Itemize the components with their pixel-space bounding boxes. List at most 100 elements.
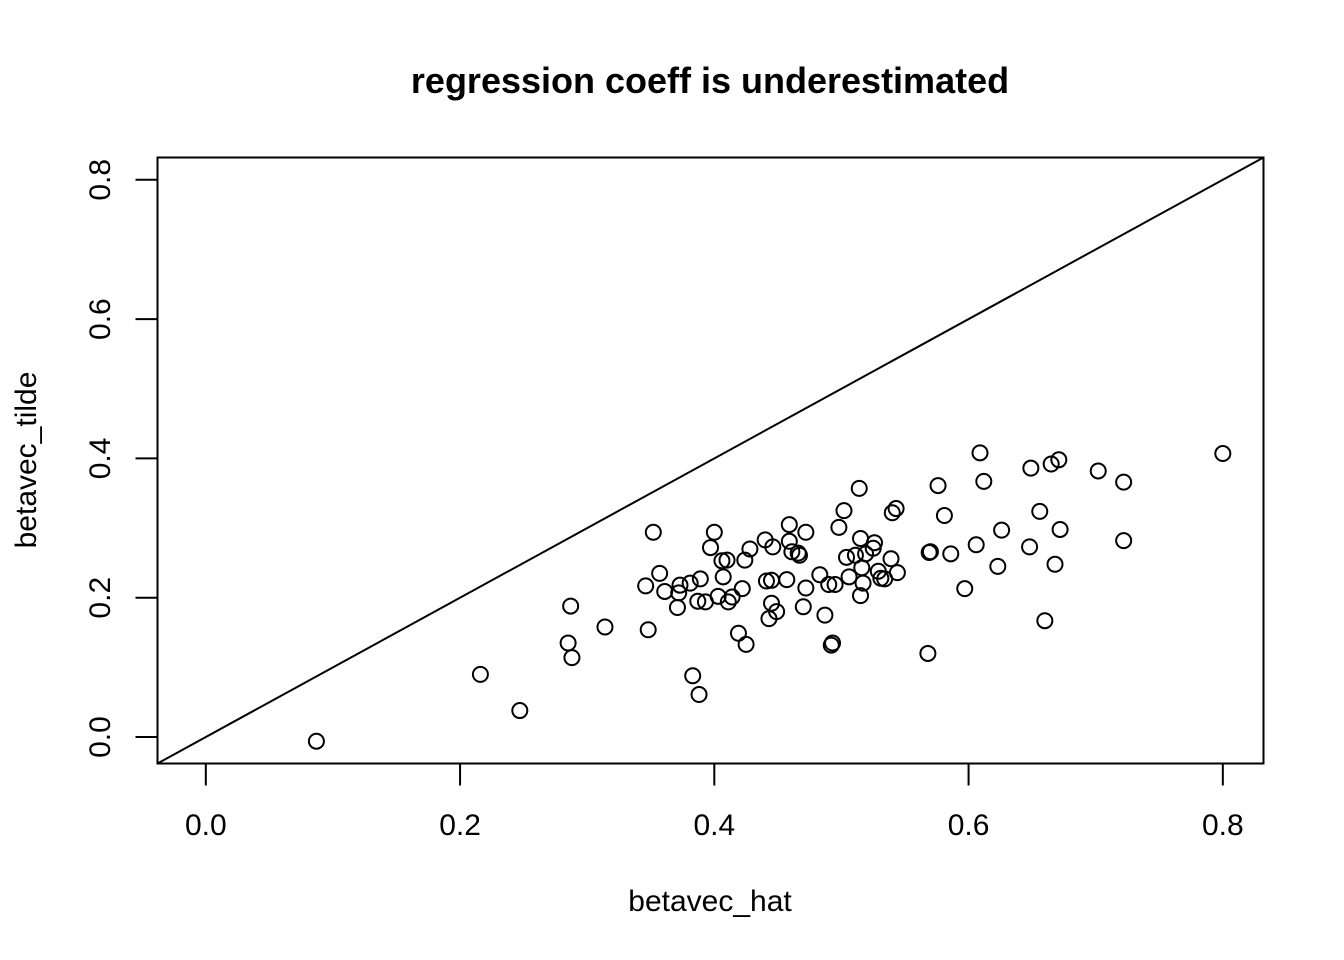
- data-point: [684, 667, 702, 685]
- data-point: [919, 644, 937, 662]
- data-point: [511, 702, 529, 720]
- data-point: [1214, 445, 1232, 463]
- data-point: [737, 635, 755, 653]
- data-point: [830, 518, 848, 536]
- data-point: [1036, 612, 1054, 630]
- data-point: [888, 564, 906, 582]
- y-axis: 0.0 0.2 0.4 0.6 0.8: [84, 159, 159, 758]
- data-point: [989, 557, 1007, 575]
- data-point: [887, 500, 905, 518]
- data-point: [824, 634, 842, 652]
- data-point: [1031, 502, 1049, 520]
- data-point: [671, 576, 689, 594]
- data-point: [719, 593, 737, 611]
- data-point: [668, 598, 686, 616]
- data-point: [736, 551, 754, 569]
- data-point: [852, 587, 870, 605]
- data-point: [852, 530, 870, 548]
- data-point: [835, 502, 853, 520]
- data-point: [562, 597, 580, 615]
- data-point: [656, 582, 674, 600]
- data-point: [883, 504, 901, 522]
- data-point: [691, 570, 709, 588]
- data-point: [763, 594, 781, 612]
- data-point: [797, 579, 815, 597]
- data-point: [780, 516, 798, 534]
- data-point: [764, 538, 782, 556]
- data-point: [1022, 459, 1040, 477]
- x-axis-label: betavec_hat: [628, 885, 792, 918]
- data-point: [651, 564, 669, 582]
- data-point: [921, 543, 939, 561]
- data-point: [1115, 532, 1133, 550]
- data-point: [942, 545, 960, 563]
- data-point: [854, 574, 872, 592]
- data-point: [882, 550, 900, 568]
- y-axis-label: betavec_tilde: [10, 372, 43, 549]
- data-point: [733, 580, 751, 598]
- data-point: [307, 732, 325, 750]
- x-tick-label: 0.4: [693, 809, 735, 842]
- data-point: [838, 548, 856, 566]
- data-point: [790, 546, 808, 564]
- data-point: [718, 551, 736, 569]
- data-point: [1046, 555, 1064, 573]
- y-tick-label: 0.2: [84, 577, 117, 619]
- data-point: [1050, 451, 1068, 469]
- data-point: [816, 606, 834, 624]
- data-point: [797, 523, 815, 541]
- data-point: [768, 603, 786, 621]
- data-point: [956, 580, 974, 598]
- y-tick-label: 0.0: [84, 716, 117, 758]
- data-point: [778, 571, 796, 589]
- identity-reference-line: [157, 157, 1264, 764]
- data-point: [681, 574, 699, 592]
- data-point: [637, 577, 655, 595]
- x-tick-label: 0.2: [439, 809, 481, 842]
- data-point: [729, 624, 747, 642]
- data-point: [644, 523, 662, 541]
- data-point: [826, 575, 844, 593]
- data-point: [780, 532, 798, 550]
- data-point: [971, 444, 989, 462]
- data-point: [935, 507, 953, 525]
- data-point: [929, 477, 947, 495]
- data-point: [471, 665, 489, 683]
- x-axis: 0.0 0.2 0.4 0.6 0.8: [185, 762, 1244, 842]
- data-point: [850, 479, 868, 497]
- data-point: [723, 588, 741, 606]
- data-point: [993, 521, 1011, 539]
- x-tick-label: 0.8: [1202, 809, 1244, 842]
- data-point: [794, 598, 812, 616]
- data-point: [705, 523, 723, 541]
- y-tick-label: 0.4: [84, 438, 117, 480]
- data-point: [639, 621, 657, 639]
- data-point: [702, 539, 719, 557]
- data-point: [840, 568, 858, 586]
- x-tick-label: 0.0: [185, 809, 227, 842]
- data-point: [690, 686, 708, 704]
- data-point: [596, 618, 614, 636]
- data-point: [975, 472, 993, 490]
- data-point: [853, 559, 871, 577]
- data-point: [1021, 538, 1039, 556]
- data-point: [820, 575, 838, 593]
- data-points: [307, 444, 1232, 750]
- data-point: [967, 536, 985, 554]
- data-point: [811, 566, 829, 584]
- data-point: [783, 543, 801, 561]
- data-point: [1115, 473, 1133, 491]
- data-point: [865, 534, 883, 552]
- data-point: [670, 584, 688, 602]
- data-point: [563, 649, 581, 667]
- y-tick-label: 0.6: [84, 298, 117, 340]
- y-tick-label: 0.8: [84, 159, 117, 201]
- chart-title: regression coeff is underestimated: [411, 60, 1009, 101]
- data-point: [1089, 462, 1107, 480]
- data-point: [1051, 520, 1069, 538]
- x-tick-label: 0.6: [948, 809, 990, 842]
- data-point: [559, 634, 577, 652]
- data-point: [689, 592, 707, 610]
- data-point: [741, 540, 759, 558]
